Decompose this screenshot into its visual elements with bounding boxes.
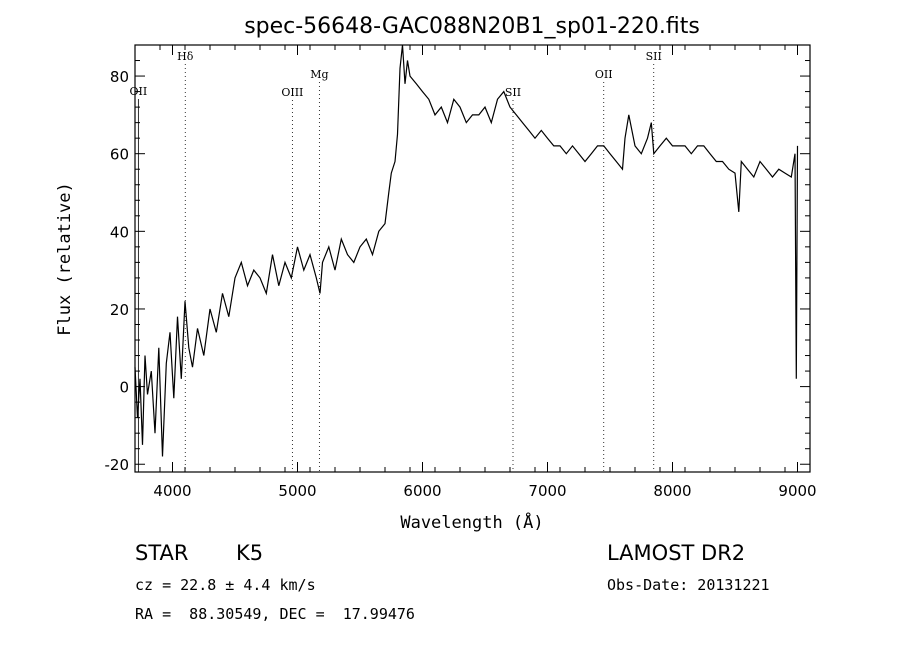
line-marker-label: Hδ — [177, 50, 194, 63]
redshift-velocity: cz = 22.8 ± 4.4 km/s — [135, 576, 316, 594]
axes: 4000 5000 6000 7000 8000 9000 -20 0 20 40 60 80 — [105, 44, 817, 500]
line-marker-label: SII — [505, 86, 521, 99]
plot-frame — [134, 44, 811, 473]
line-marker-label: Mg — [310, 68, 328, 81]
object-subclass: K5 — [236, 541, 264, 565]
y-tick-label: -20 — [105, 456, 130, 474]
y-tick-label: 0 — [119, 379, 129, 397]
x-tick-label: 7000 — [528, 482, 566, 500]
y-tick-label: 20 — [110, 301, 129, 319]
line-marker-label: SII — [646, 50, 662, 63]
coordinates: RA = 88.30549, DEC = 17.99476 — [135, 605, 415, 623]
x-tick-label: 4000 — [153, 482, 191, 500]
x-axis-label: Wavelength (Å) — [400, 511, 543, 533]
survey-name: LAMOST DR2 — [607, 541, 746, 565]
y-axis-label: Flux (relative) — [55, 182, 75, 336]
y-tick-label: 40 — [110, 223, 129, 241]
line-marker-label: OIII — [281, 86, 303, 99]
x-tick-label: 8000 — [653, 482, 691, 500]
object-class: STAR — [135, 541, 189, 565]
line-marker-label: OII — [595, 68, 613, 81]
observation-date: Obs-Date: 20131221 — [607, 576, 770, 594]
x-tick-label: 5000 — [278, 482, 316, 500]
x-tick-label: 9000 — [778, 482, 816, 500]
chart-title: spec-56648-GAC088N20B1_sp01-220.fits — [244, 14, 700, 39]
flux-series-line — [134, 44, 799, 457]
y-tick-label: 80 — [110, 68, 129, 86]
y-tick-label: 60 — [110, 146, 129, 164]
x-tick-label: 6000 — [403, 482, 441, 500]
